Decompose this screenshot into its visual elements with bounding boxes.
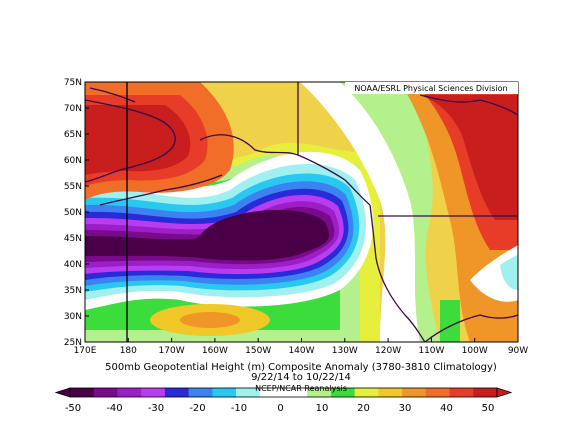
colorbar-tick-label: -20 [189, 403, 205, 414]
colorbar [54, 387, 513, 398]
colorbar-swatch [236, 388, 261, 397]
lat-label: 30N [64, 312, 82, 322]
colorbar-swatch [449, 388, 474, 397]
colorbar-swatch [70, 388, 95, 397]
colorbar-swatch [378, 388, 403, 397]
map-date-range: 9/22/14 to 10/22/14 [251, 372, 351, 383]
lon-label: 160W [202, 346, 228, 356]
lat-label: 25N [64, 338, 82, 348]
lat-label: 65N [64, 130, 82, 140]
colorbar-tick-label: -30 [148, 403, 164, 414]
lat-label: 45N [64, 234, 82, 244]
colorbar-swatch [330, 388, 356, 397]
latitude-labels: 75N 70N 65N 60N 55N 50N 45N 40N 35N 30N 25N [64, 78, 89, 348]
colorbar-swatch [212, 388, 237, 397]
lat-label: 75N [64, 78, 82, 88]
colorbar-swatch [164, 388, 190, 397]
colorbar-swatch [473, 388, 498, 397]
lon-label: 110W [418, 346, 444, 356]
lat-label: 40N [64, 260, 82, 270]
colorbar-tick-label: -50 [65, 403, 81, 414]
lat-label: 35N [64, 286, 82, 296]
colorbar-tick-label: -10 [231, 403, 247, 414]
lon-label: 150W [245, 346, 271, 356]
colorbar-ticks: -50 -40 -30 -20 -10 0 10 20 30 40 50 [65, 403, 495, 414]
lon-label: 100W [462, 346, 488, 356]
colorbar-tick-label: 20 [357, 403, 370, 414]
anomaly-field [85, 82, 518, 342]
colorbar-swatch [307, 388, 332, 397]
lon-label: 170W [159, 346, 185, 356]
colorbar-swatch [141, 388, 166, 397]
lon-label: 90W [508, 346, 528, 356]
colorbar-swatch [425, 388, 451, 397]
footer-credit: NCEP/NCAR Reanalysis [255, 384, 347, 393]
colorbar-tick-label: 10 [316, 403, 329, 414]
colorbar-tick-label: 50 [482, 403, 495, 414]
colorbar-swatch [188, 388, 213, 397]
colorbar-swatch [354, 388, 379, 397]
colorbar-swatch [283, 388, 308, 397]
credit-box [345, 82, 518, 94]
credit-text: NOAA/ESRL Physical Sciences Division [354, 84, 507, 93]
lon-label: 130W [332, 346, 358, 356]
map-title: 500mb Geopotential Height (m) Composite … [105, 362, 497, 373]
colorbar-swatch [93, 388, 118, 397]
coastlines [85, 82, 518, 342]
colorbar-arrow-right [496, 387, 513, 398]
colorbar-swatch [402, 388, 427, 397]
colorbar-tick-label: 40 [440, 403, 453, 414]
lon-label: 120W [375, 346, 401, 356]
colorbar-tick-label: 0 [277, 403, 283, 414]
colorbar-swatch [259, 388, 284, 397]
colorbar-swatch [117, 388, 142, 397]
lon-label: 170E [74, 346, 97, 356]
lat-label: 60N [64, 156, 82, 166]
colorbar-tick-label: 30 [399, 403, 412, 414]
lon-label: 140W [288, 346, 314, 356]
longitude-labels: 170E 180 170W 160W 150W 140W 130W 120W 110W 100W 9… [74, 338, 528, 356]
lat-label: 50N [64, 208, 82, 218]
lon-label: 180 [120, 346, 137, 356]
lat-label: 70N [64, 104, 82, 114]
lat-label: 55N [64, 182, 82, 192]
colorbar-arrow-left [54, 387, 71, 398]
colorbar-tick-label: -40 [106, 403, 122, 414]
